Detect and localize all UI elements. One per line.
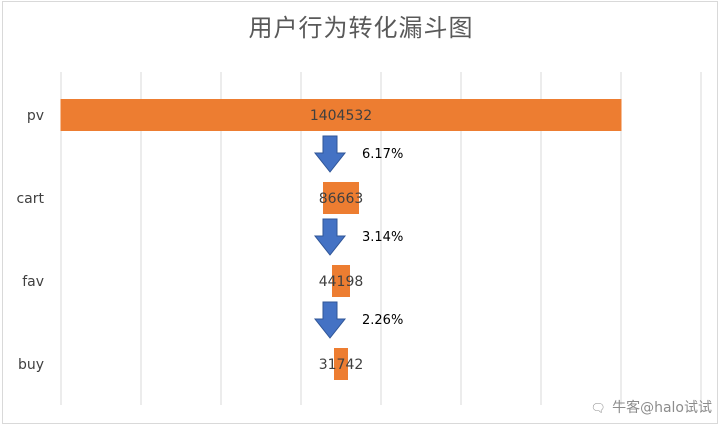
category-label-buy: buy xyxy=(18,357,44,373)
wechat-icon: 🗨 xyxy=(590,401,606,415)
labels: 1404532 pv 86663 cart 44198 fav 31742 buy 6.17% 3… xyxy=(16,108,403,373)
bar-fav xyxy=(332,265,350,297)
bar-pv xyxy=(60,99,622,131)
chart-title: 用户行为转化漏斗图 xyxy=(248,14,474,42)
category-label-cart: cart xyxy=(16,191,44,207)
watermark: 🗨 牛客@halo试试 xyxy=(590,397,712,417)
down-arrow-icon xyxy=(313,135,347,173)
value-label-fav: 44198 xyxy=(319,274,364,290)
conversion-label: 2.26% xyxy=(362,313,403,328)
watermark-text: 牛客@halo试试 xyxy=(612,400,712,416)
category-label-fav: fav xyxy=(22,274,44,290)
conversion-arrows xyxy=(313,135,347,339)
conversion-label: 3.14% xyxy=(362,230,403,245)
bar-buy xyxy=(334,348,348,380)
category-label-pv: pv xyxy=(27,108,44,124)
value-label-cart: 86663 xyxy=(319,191,364,207)
down-arrow-icon xyxy=(313,218,347,256)
value-label-pv: 1404532 xyxy=(310,108,372,124)
value-label-buy: 31742 xyxy=(319,357,364,373)
bar-cart xyxy=(323,182,359,214)
conversion-label: 6.17% xyxy=(362,147,403,162)
down-arrow-icon xyxy=(313,301,347,339)
funnel-bars xyxy=(60,99,622,380)
